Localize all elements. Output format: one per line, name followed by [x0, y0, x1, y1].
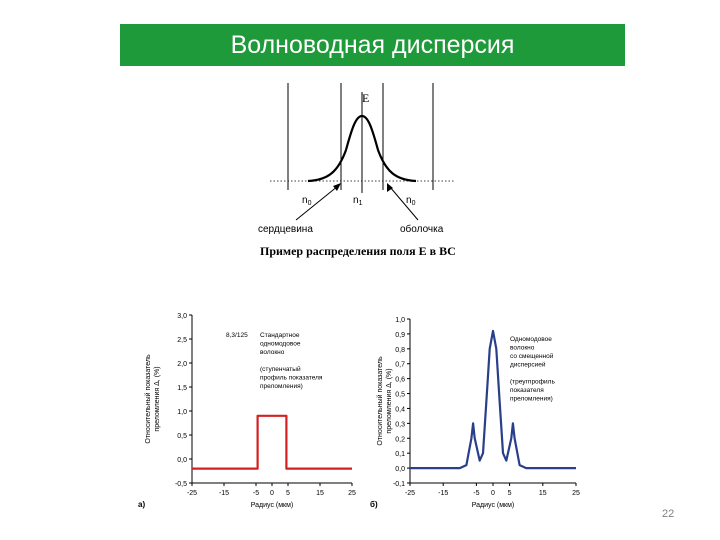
x-tick-label: 25 [348, 490, 356, 497]
y-tick-label: 0,1 [395, 451, 405, 458]
y-tick-label: -0,5 [175, 481, 187, 488]
cladding-arrow [389, 186, 419, 221]
core-arrow [295, 185, 339, 221]
annotation-line: показателя [510, 387, 544, 394]
x-tick-label: -25 [405, 490, 415, 497]
chart-dispersion-shifted: 1,0 0,9 0,8 0,7 0,6 0,5 0,4 0,3 0,2 0,1 0,0 -0,1-25… [370, 317, 580, 509]
e-axis-label: E [362, 91, 369, 105]
y-tick-label: 0,9 [395, 332, 405, 339]
diagram-caption: Пример распределения поля E в ВС [260, 244, 456, 258]
field-distribution-diagram: E n0 n1 n0 сердцевина оболочка Пример ра… [258, 83, 456, 258]
annotation-tag: 8,3/125 [226, 332, 248, 339]
y-tick-label: 2,0 [177, 361, 187, 368]
core-arrow-head [333, 183, 341, 191]
series-line [192, 414, 352, 470]
y-tick-label: 2,5 [177, 337, 187, 344]
y-tick-label: 0,3 [395, 421, 405, 428]
x-tick-label: 25 [572, 490, 580, 497]
n1-label: n1 [353, 195, 363, 207]
annotation-line: волокно [260, 349, 285, 356]
x-tick-label: -15 [219, 490, 229, 497]
x-tick-label: -25 [187, 490, 197, 497]
y-axis-label-line2: преломления Δ, (%) [154, 366, 161, 431]
y-axis-label-line2: преломления Δ, (%) [386, 368, 393, 433]
x-tick-label: 5 [286, 490, 290, 497]
annotation-line: волокно [510, 345, 535, 352]
y-tick-label: 0,7 [395, 362, 405, 369]
annotation-line: преломления) [260, 383, 303, 390]
page-number: 22 [662, 508, 675, 520]
y-tick-label: 0,8 [395, 347, 405, 354]
x-axis-label: Радиус (мкм) [251, 502, 294, 509]
n0-right-label: n0 [406, 195, 416, 207]
chart-step-index: 3,0 2,5 2,0 1,5 1,0 0,5 0,0 -0,5-25 -15 -5 0 5 15 25 Р… [138, 313, 356, 509]
x-tick-label: 0 [270, 490, 274, 497]
n0-left-label: n0 [302, 195, 312, 207]
cladding-arrow-head [387, 183, 393, 192]
x-tick-label: 15 [316, 490, 324, 497]
y-axis-label-line1: Относительный показатель [376, 356, 384, 446]
y-axis-label-line1: Относительный показатель [144, 354, 152, 444]
slide-title: Волноводная дисперсия [120, 24, 625, 66]
y-tick-label: 1,0 [177, 409, 187, 416]
x-tick-label: -5 [253, 490, 259, 497]
annotation-line: (ступенчатый [260, 365, 301, 373]
y-tick-label: 0,5 [177, 433, 187, 440]
y-tick-label: 1,0 [395, 317, 405, 324]
annotation-line: дисперсией [510, 361, 546, 369]
x-tick-label: 0 [491, 490, 495, 497]
x-tick-label: 15 [539, 490, 547, 497]
annotation-line: (треугпрофиль [510, 379, 555, 386]
annotation-line: Стандартное [260, 332, 300, 339]
x-axis-label: Радиус (мкм) [472, 502, 515, 509]
y-tick-label: 0,0 [395, 466, 405, 473]
panel-label: б) [370, 500, 378, 509]
y-tick-label: 0,0 [177, 457, 187, 464]
cladding-label: оболочка [400, 223, 444, 235]
annotation-line: Одномодовое [510, 336, 552, 343]
annotation-line: преломления) [510, 396, 553, 403]
y-tick-label: 1,5 [177, 385, 187, 392]
annotation-line: одномодовое [260, 341, 301, 348]
annotation-line: профиль показателя [260, 375, 323, 382]
core-label: сердцевина [258, 224, 313, 235]
y-tick-label: -0,1 [393, 481, 405, 488]
panel-label: а) [138, 500, 145, 509]
y-tick-label: 0,4 [395, 406, 405, 413]
annotation-line: со смещенной [510, 352, 554, 360]
series-line [410, 329, 576, 470]
y-tick-label: 0,6 [395, 377, 405, 384]
x-tick-label: -15 [438, 490, 448, 497]
y-tick-label: 3,0 [177, 313, 187, 320]
x-tick-label: 5 [508, 490, 512, 497]
y-tick-label: 0,2 [395, 436, 405, 443]
y-tick-label: 0,5 [395, 392, 405, 399]
field-curve [307, 114, 417, 183]
x-tick-label: -5 [473, 490, 479, 497]
